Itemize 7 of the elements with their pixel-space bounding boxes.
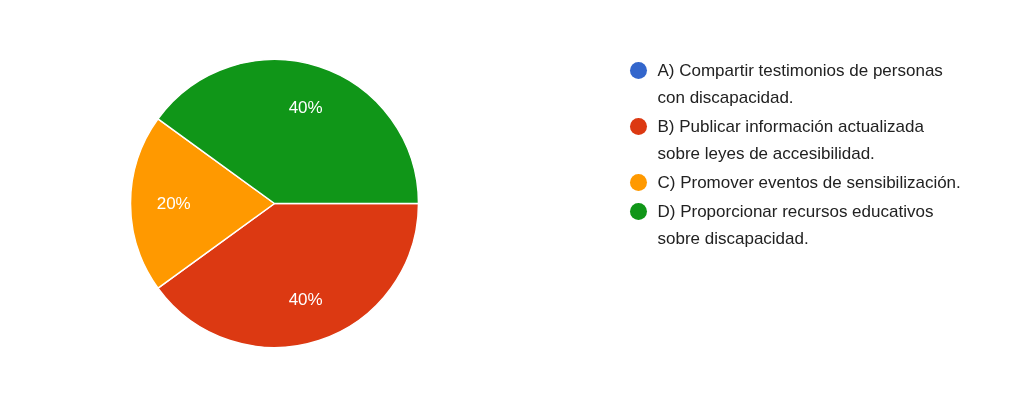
legend-label: C) Promover eventos de sensibilización. <box>657 173 961 192</box>
legend-label: A) Compartir testimonios de personas con discapacidad. <box>657 61 943 107</box>
legend-label: B) Publicar información actualizada sobre leyes de accesibilidad. <box>657 117 925 163</box>
data-label: 20% <box>156 194 191 213</box>
data-label: 40% <box>288 289 323 309</box>
data-label: 40% <box>288 98 323 118</box>
legend-label: D) Proporcionar recursos educativos sobre discapacidad. <box>657 202 934 248</box>
